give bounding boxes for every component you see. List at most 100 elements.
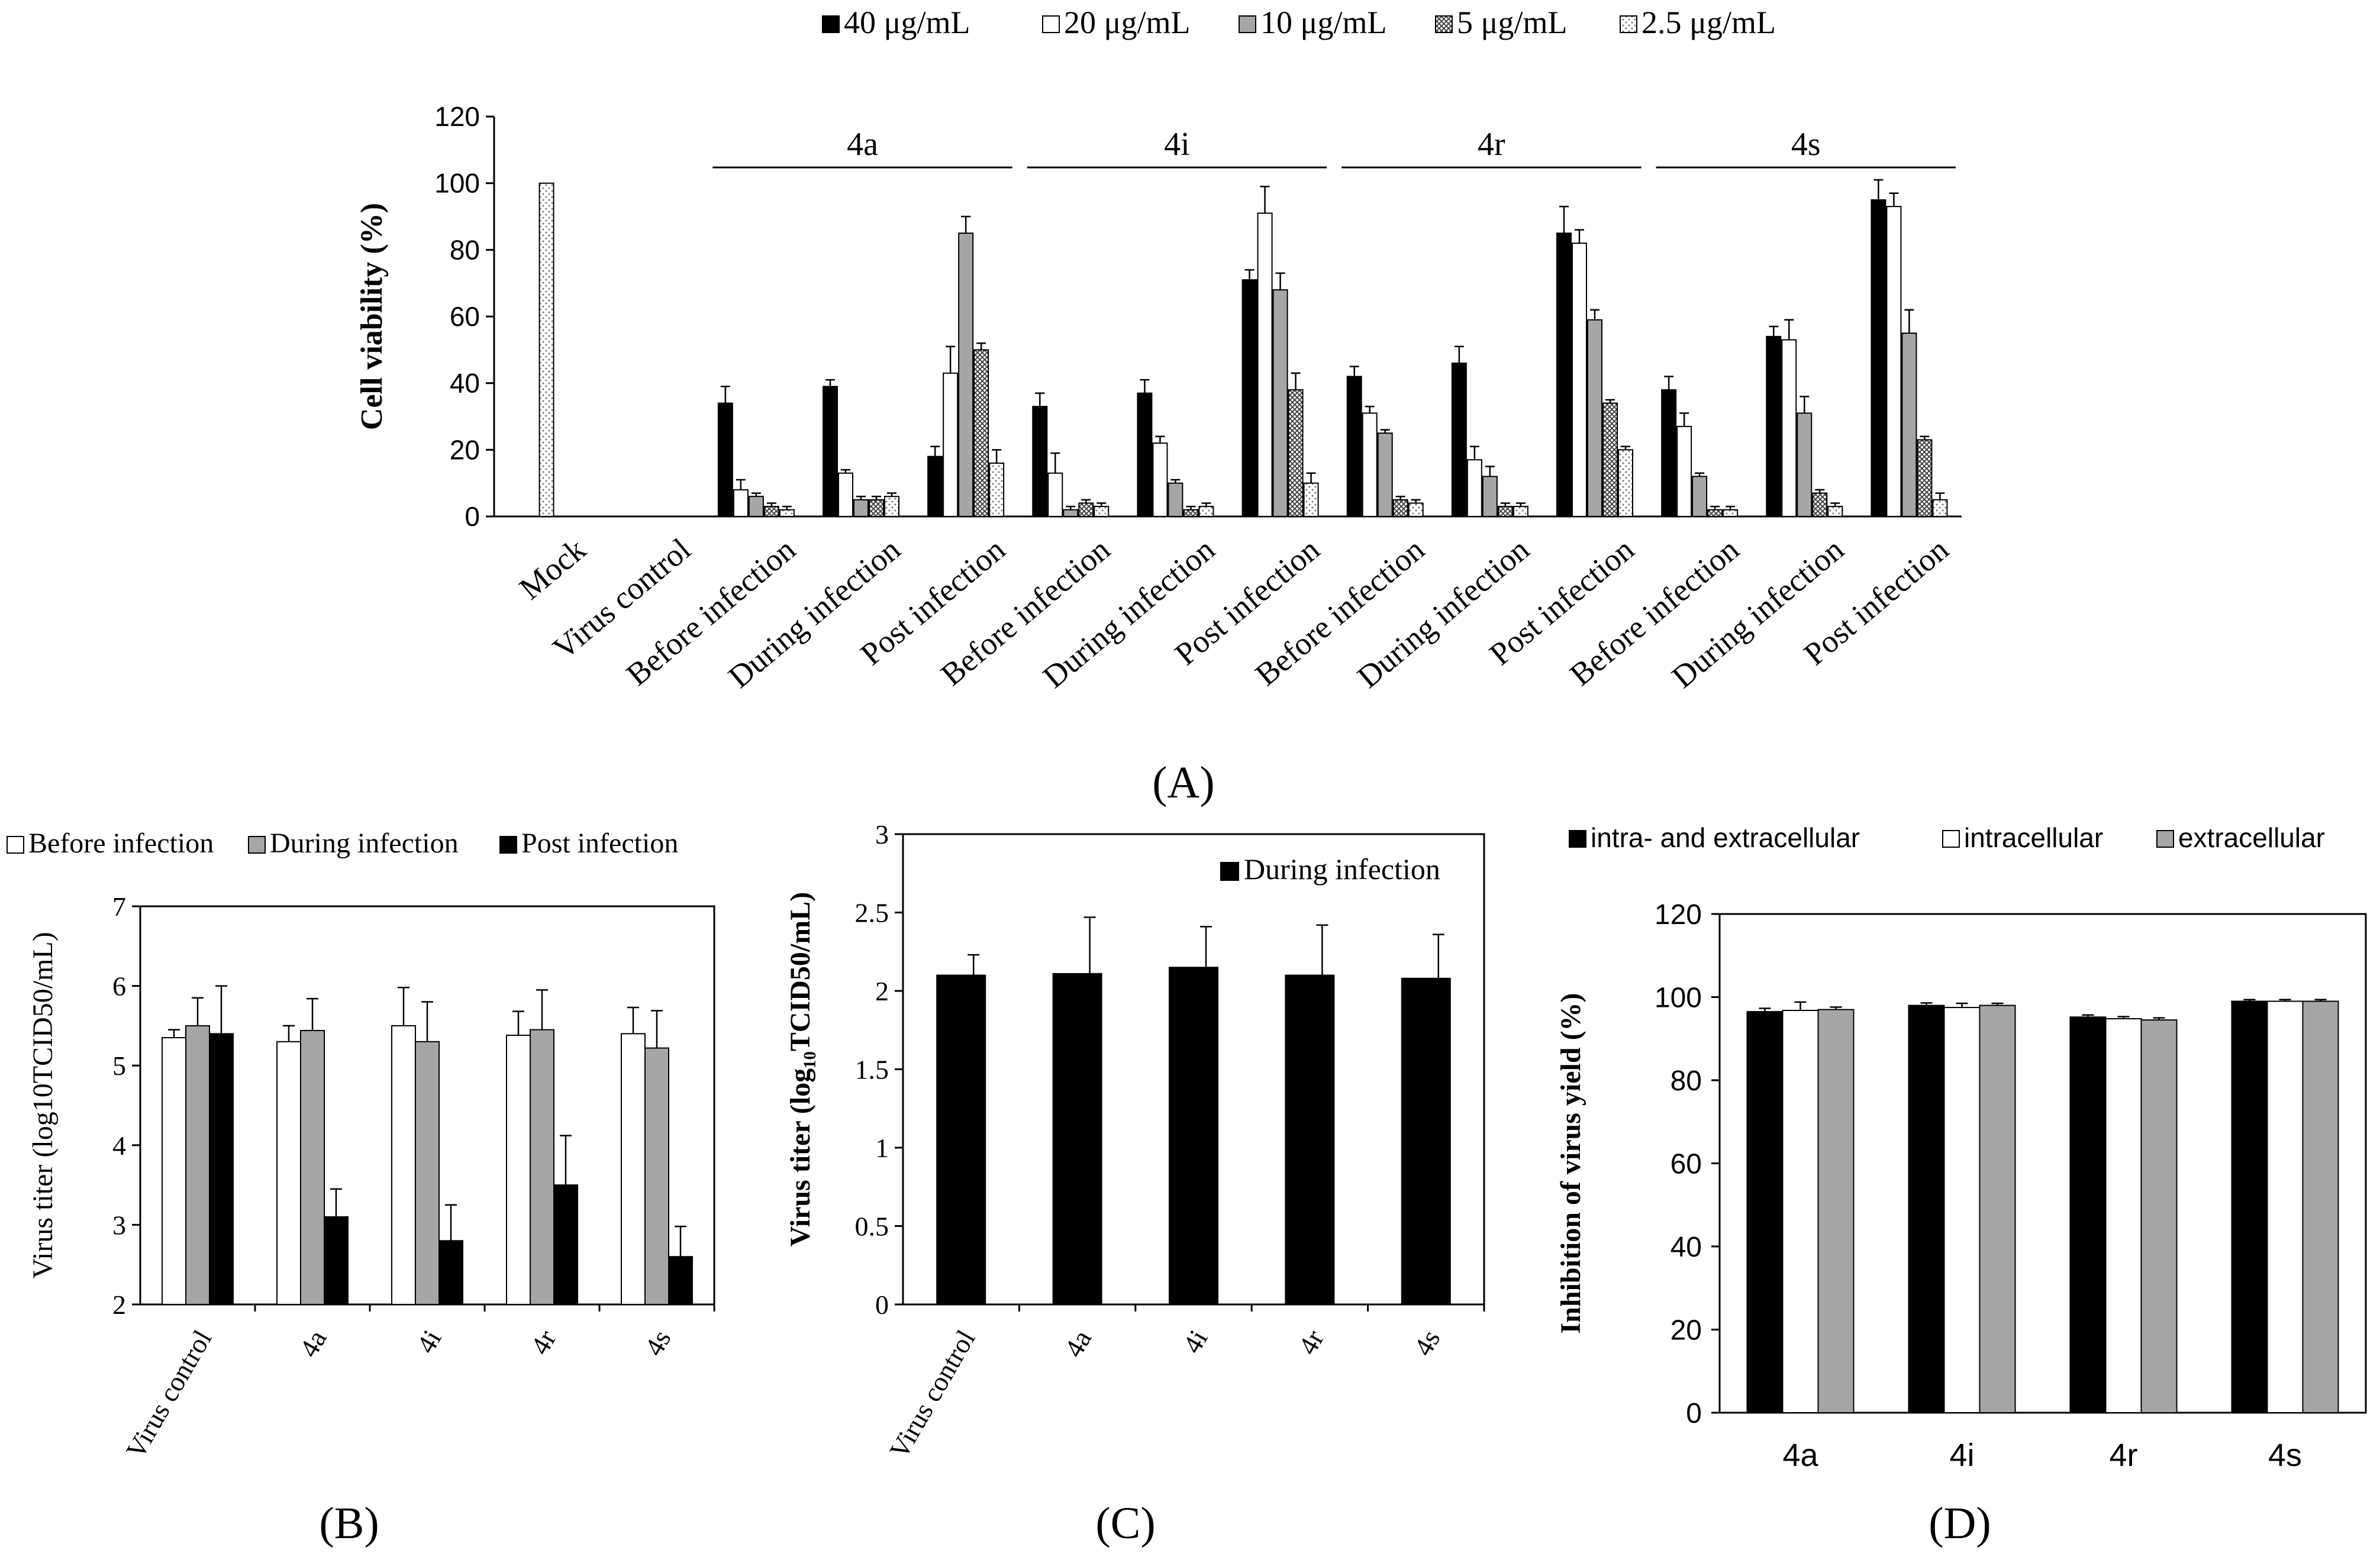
bar-a-4-1 (943, 372, 959, 517)
error-bar-a-9-1 (1469, 445, 1479, 460)
y-tick-label-c-6: 3 (875, 819, 889, 850)
error-bar-a-12-1 (1784, 319, 1794, 340)
bar-a-13-1 (1886, 206, 1902, 518)
bar-a-8-4 (1408, 502, 1424, 518)
legend-c-swatch-0 (1220, 862, 1239, 881)
legend-a-label-1: 20 μg/mL (1064, 5, 1190, 40)
error-bar-a-7-4 (1306, 472, 1316, 483)
bar-a-7-4 (1303, 482, 1319, 518)
bar-a-12-2 (1797, 412, 1813, 517)
bar-d-2-2 (2140, 1019, 2178, 1413)
error-bar-c-2 (1200, 926, 1212, 968)
error-bar-d-0-0 (1759, 1007, 1771, 1012)
error-bar-a-3-1 (841, 469, 850, 473)
error-bar-a-4-2 (961, 215, 971, 234)
bar-a-4-3 (973, 349, 989, 517)
error-bar-a-3-3 (872, 495, 881, 500)
error-bar-a-8-0 (1349, 366, 1359, 377)
bar-a-5-1 (1047, 472, 1063, 517)
bar-a-7-0 (1241, 279, 1257, 517)
y-axis-title-c: Virus titer (log₁₀TCID50/mL) (785, 892, 816, 1246)
group-label-a-1: 4i (1164, 126, 1190, 163)
error-bar-a-10-1 (1575, 229, 1584, 244)
legend-b-label-0: Before infection (28, 828, 214, 859)
panel-label-a: (A) (1152, 758, 1215, 808)
error-bar-a-10-2 (1590, 309, 1599, 320)
error-bar-a-3-0 (825, 379, 835, 387)
error-bar-b-4-1 (651, 1010, 663, 1048)
bar-b-2-2 (438, 1240, 463, 1306)
y-tick-label-a-1: 20 (450, 434, 480, 465)
y-tick-label-c-3: 1.5 (855, 1055, 889, 1085)
error-bar-a-5-3 (1081, 499, 1091, 503)
legend-b-label-2: Post infection (521, 828, 678, 859)
error-bar-b-3-1 (536, 989, 548, 1030)
error-bar-a-11-1 (1679, 412, 1689, 427)
bar-b-4-0 (621, 1033, 646, 1305)
error-bar-b-0-0 (168, 1029, 180, 1038)
error-bar-a-6-0 (1140, 379, 1150, 393)
legend-d: intra- and extracellular intracellular ext… (1569, 822, 2325, 853)
legend-a-swatch-2 (1239, 15, 1256, 33)
y-tick-label-b-1: 3 (112, 1210, 126, 1240)
y-tick-label-b-3: 5 (112, 1051, 126, 1081)
bar-d-2-1 (2105, 1018, 2142, 1413)
y-tick-label-d-0: 0 (1686, 1398, 1702, 1429)
y-tick-label-d-1: 20 (1670, 1315, 1702, 1346)
bar-a-11-2 (1692, 476, 1708, 518)
error-bar-a-13-2 (1904, 309, 1914, 334)
error-bar-d-1-1 (1956, 1002, 1968, 1008)
legend-b-swatch-0 (7, 836, 24, 854)
bar-a-9-1 (1466, 459, 1482, 518)
error-bar-d-3-0 (2243, 999, 2256, 1002)
error-bar-a-11-4 (1726, 505, 1736, 510)
bar-a-4-2 (958, 232, 974, 517)
error-bar-c-0 (968, 954, 980, 976)
error-bar-d-2-0 (2082, 1014, 2094, 1018)
error-bar-d-2-2 (2153, 1017, 2165, 1020)
bar-a-8-3 (1392, 499, 1408, 517)
error-bar-c-1 (1083, 916, 1096, 974)
bar-d-2-0 (2069, 1016, 2107, 1413)
legend-a-label-3: 5 μg/mL (1457, 5, 1567, 40)
error-bar-a-10-4 (1621, 445, 1630, 450)
error-bar-b-4-2 (675, 1225, 686, 1257)
bar-b-0-1 (185, 1025, 210, 1306)
bar-a-5-4 (1094, 506, 1110, 517)
legend-c-label-0: During infection (1244, 852, 1440, 886)
y-tick-label-b-2: 4 (112, 1131, 126, 1161)
y-tick-label-d-6: 120 (1655, 899, 1702, 931)
bar-a-9-0 (1451, 362, 1467, 517)
bar-c-0 (936, 974, 986, 1305)
panel-label-d: (D) (1928, 1498, 1991, 1548)
bar-a-11-1 (1676, 425, 1692, 518)
bar-b-3-0 (506, 1035, 531, 1305)
bar-a-3-3 (869, 499, 884, 517)
error-bar-a-5-2 (1066, 505, 1076, 510)
legend-a-swatch-0 (822, 15, 840, 33)
x-tick-label-c-1: 4a (1058, 1325, 1097, 1362)
bar-c-3 (1285, 974, 1335, 1305)
error-bar-a-7-0 (1244, 269, 1255, 280)
error-bar-a-8-3 (1395, 495, 1405, 500)
bar-a-6-0 (1137, 392, 1153, 517)
panel-label-b: (B) (319, 1498, 379, 1548)
x-tick-label-c-3: 4r (1292, 1325, 1330, 1360)
error-bar-a-9-3 (1500, 502, 1510, 507)
bar-a-5-2 (1063, 509, 1079, 518)
error-bar-d-3-2 (2314, 999, 2327, 1002)
y-tick-label-a-4: 80 (450, 234, 480, 265)
bar-a-8-1 (1362, 412, 1378, 517)
x-tick-label-d-2: 4r (2109, 1438, 2137, 1473)
error-bar-a-4-3 (976, 342, 986, 350)
bar-a-12-3 (1812, 492, 1828, 517)
bar-b-0-0 (162, 1037, 186, 1305)
bar-a-11-3 (1707, 509, 1723, 518)
bar-a-12-0 (1766, 335, 1782, 517)
x-tick-label-b-4: 4s (638, 1325, 677, 1361)
error-bar-a-6-2 (1170, 479, 1181, 483)
bar-b-4-1 (644, 1047, 669, 1305)
bar-a-2-2 (748, 496, 764, 518)
error-bar-b-0-1 (192, 997, 204, 1026)
